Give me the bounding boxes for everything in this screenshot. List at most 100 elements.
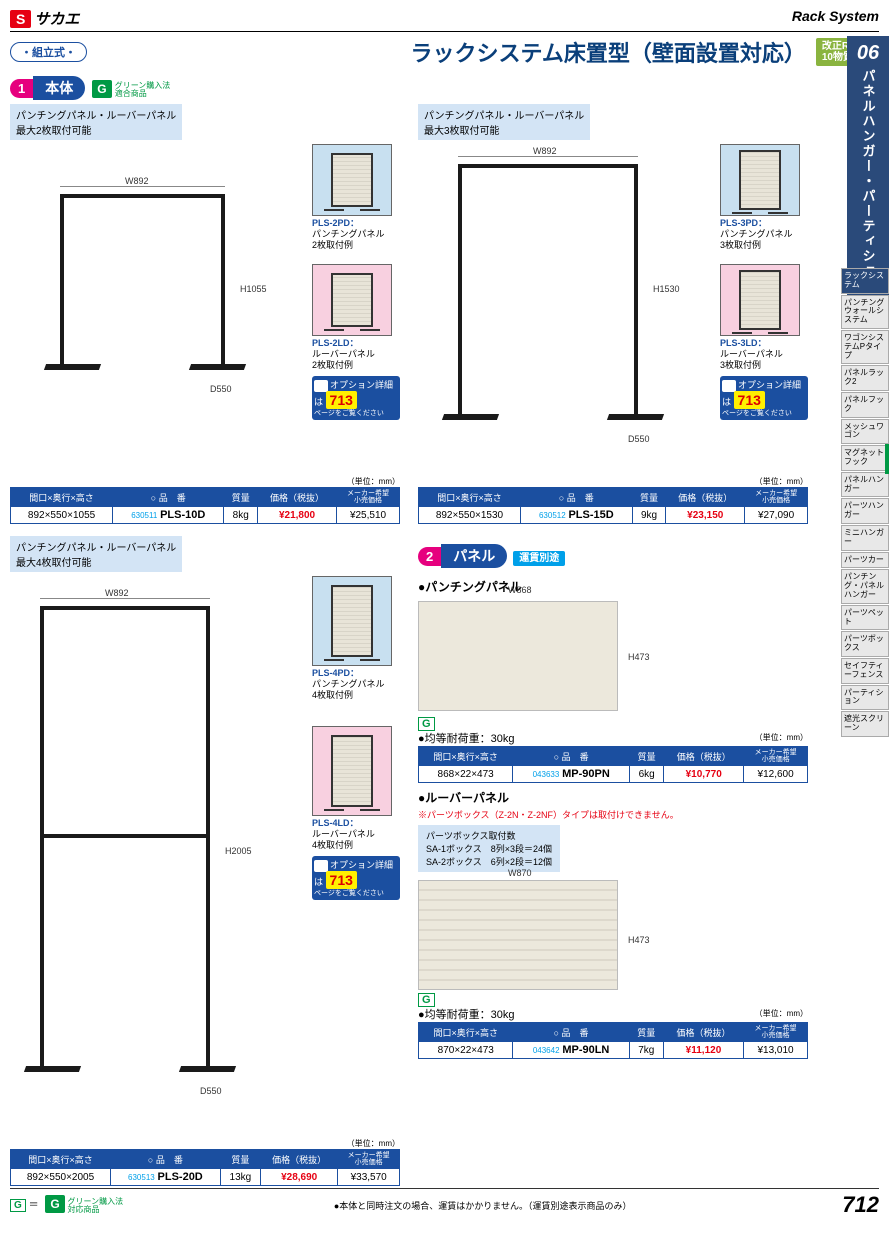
- nav-item[interactable]: パーティション: [841, 685, 889, 711]
- thumb-label: PLS-2PD：パンチングパネル 2枚取付例: [312, 218, 400, 250]
- shipping-badge: 運賃別途: [513, 551, 565, 566]
- parts-box-info: パーツボックス取付数 SA-1ボックス 8列×3段＝24個 SA-2ボックス 6…: [418, 825, 560, 872]
- example-thumb-1: PLS-3PD：パンチングパネル 3枚取付例: [720, 144, 808, 250]
- example-thumb-1: PLS-2PD：パンチングパネル 2枚取付例: [312, 144, 400, 250]
- product-pls-10d: パンチングパネル・ルーバーパネル 最大2枚取付可能 W892 H1055 D55…: [10, 104, 400, 524]
- hand-icon: [314, 380, 328, 392]
- capacity-note: パンチングパネル・ルーバーパネル 最大4枚取付可能: [10, 536, 182, 572]
- thumb-label: PLS-2LD：ルーバーパネル 2枚取付例: [312, 338, 400, 370]
- footer-note: ●本体と同時注文の場合、運賃はかかりません。（運賃別途表示商品のみ）: [334, 1199, 632, 1212]
- dim-depth: D550: [200, 1086, 222, 1096]
- thumb-label: PLS-3PD：パンチングパネル 3枚取付例: [720, 218, 808, 250]
- nav-item[interactable]: パンチング・パネルハンガー: [841, 569, 889, 603]
- spec-table: 間口×奥行×高さ○ 品 番質量価格（税抜）メーカー希望 小売価格 870×22×…: [418, 1022, 808, 1059]
- section-number: 06: [849, 42, 887, 65]
- unit-label: （単位：mm）: [755, 1008, 808, 1022]
- nav-item[interactable]: ミニハンガー: [841, 525, 889, 551]
- green-badge-text: グリーン購入法 適合商品: [115, 82, 171, 98]
- spec-table: 間口×奥行×高さ○ 品 番質量価格（税抜）メーカー希望 小売価格 892×550…: [10, 487, 400, 524]
- panel-louver-image: [418, 880, 618, 990]
- page-title: ラックシステム床置型（壁面設置対応）: [87, 36, 816, 68]
- option-link[interactable]: オプション詳細は 713 ページをご覧ください: [312, 376, 400, 420]
- dim-width: W892: [533, 146, 557, 156]
- example-thumb-2: PLS-2LD：ルーバーパネル 2枚取付例 オプション詳細は 713 ページをご…: [312, 264, 400, 420]
- nav-item[interactable]: パンチングウォールシステム: [841, 295, 889, 329]
- product-diagram: W892 H1530 D550 PLS-3PD：パンチングパネル 3枚取付例 P…: [418, 144, 808, 474]
- hand-icon: [722, 380, 736, 392]
- nav-item[interactable]: パネルラック2: [841, 365, 889, 391]
- logo-s-icon: S: [10, 10, 31, 28]
- dim-width: W892: [105, 588, 129, 598]
- product-pls-20d: パンチングパネル・ルーバーパネル 最大4枚取付可能 W892 H2005 D55…: [10, 536, 400, 1186]
- thumb-label: PLS-3LD：ルーバーパネル 3枚取付例: [720, 338, 808, 370]
- capacity-note: パンチングパネル・ルーバーパネル 最大2枚取付可能: [10, 104, 182, 140]
- header: S サカエ Rack System: [10, 8, 879, 32]
- product-diagram: W892 H1055 D550 PLS-2PD：パンチングパネル 2枚取付例 P…: [10, 144, 400, 474]
- dim-width: W892: [125, 176, 149, 186]
- nav-item[interactable]: 遮光スクリーン: [841, 711, 889, 737]
- section-panel-header: 2 パネル 運賃別途: [418, 536, 808, 572]
- dim-width: W870: [508, 868, 532, 878]
- nav-item[interactable]: パーツペット: [841, 605, 889, 631]
- info-line: SA-2ボックス 6列×2段＝12個: [426, 855, 552, 868]
- unit-label: （単位：mm）: [10, 1138, 400, 1149]
- thumb-image-icon: [720, 144, 800, 216]
- dim-depth: D550: [628, 434, 650, 444]
- thumb-image-icon: [312, 144, 392, 216]
- nav-item[interactable]: ラックシステム: [841, 268, 889, 294]
- green-badge: G: [418, 717, 435, 731]
- thumb-image-icon: [312, 264, 392, 336]
- logo-text: サカエ: [34, 8, 79, 29]
- green-badge: G: [92, 80, 111, 98]
- nav-item[interactable]: メッシュワゴン: [841, 419, 889, 445]
- warning-text: ※パーツボックス（Z-2N・Z-2NF）タイプは取付けできません。: [418, 808, 808, 821]
- thumb-image-icon: [720, 264, 800, 336]
- load-capacity: ●均等耐荷重：30kg: [418, 1006, 515, 1022]
- nav-item[interactable]: セイフティーフェンス: [841, 658, 889, 684]
- nav-item[interactable]: パネルフック: [841, 392, 889, 418]
- thumb-label: PLS-4PD：パンチングパネル 4枚取付例: [312, 668, 400, 700]
- product-pls-15d: パンチングパネル・ルーバーパネル 最大3枚取付可能 W892 H1530 D55…: [418, 104, 808, 524]
- nav-item[interactable]: マグネットフック: [841, 445, 889, 471]
- nav-item[interactable]: パーツカー: [841, 552, 889, 569]
- nav-item[interactable]: パネルハンガー: [841, 472, 889, 498]
- example-thumb-1: PLS-4PD：パンチングパネル 4枚取付例: [312, 576, 400, 700]
- dim-height: H1055: [240, 284, 267, 294]
- footer: G ＝ G グリーン購入法 対応商品 ●本体と同時注文の場合、運賃はかかりません…: [10, 1188, 879, 1218]
- option-link[interactable]: オプション詳細は 713 ページをご覧ください: [312, 856, 400, 900]
- spec-table: 間口×奥行×高さ○ 品 番質量価格（税抜）メーカー希望 小売価格 892×550…: [418, 487, 808, 524]
- thumb-label: PLS-4LD：ルーバーパネル 4枚取付例: [312, 818, 400, 850]
- example-thumb-2: PLS-4LD：ルーバーパネル 4枚取付例 オプション詳細は 713 ページをご…: [312, 726, 400, 900]
- panel-punch-image: [418, 601, 618, 711]
- spec-table: 間口×奥行×高さ○ 品 番質量価格（税抜）メーカー希望 小売価格 868×22×…: [418, 746, 808, 783]
- table-row: 868×22×473 043633 MP-90PN 6kg ¥10,770 ¥1…: [419, 766, 808, 783]
- nav-item[interactable]: ワゴンシステムPタイプ: [841, 330, 889, 364]
- section-honkai-header: 1 本体 G グリーン購入法 適合商品: [10, 68, 879, 104]
- dim-height: H473: [628, 652, 650, 662]
- section-name: パネルハンガー・パーティション: [859, 69, 878, 294]
- panel-louver-title: ●ルーバーパネル: [418, 789, 808, 806]
- section-num-badge: 2: [418, 547, 441, 566]
- option-link[interactable]: オプション詳細は 713 ページをご覧ください: [720, 376, 808, 420]
- dim-height: H2005: [225, 846, 252, 856]
- brand-logo: S サカエ: [10, 8, 79, 29]
- section-title: パネル: [441, 544, 507, 568]
- thumb-image-icon: [312, 726, 392, 816]
- unit-label: （単位：mm）: [10, 476, 400, 487]
- table-row: 892×550×2005 630513 PLS-20D 13kg ¥28,690…: [11, 1169, 400, 1186]
- table-row: 892×550×1055 630511 PLS-10D 8kg ¥21,800 …: [11, 507, 400, 524]
- nav-item[interactable]: パーツボックス: [841, 631, 889, 657]
- title-row: ・組立式・ ラックシステム床置型（壁面設置対応） 改正RoHS 10物質対応: [10, 36, 879, 68]
- section-num-badge: 1: [10, 79, 33, 98]
- load-capacity: ●均等耐荷重：30kg: [418, 730, 515, 746]
- nav-item[interactable]: パーツハンガー: [841, 498, 889, 524]
- panel-punch-title: ●パンチングパネル: [418, 578, 808, 595]
- header-category: Rack System: [792, 8, 879, 24]
- example-thumb-2: PLS-3LD：ルーバーパネル 3枚取付例 オプション詳細は 713 ページをご…: [720, 264, 808, 420]
- dim-height: H1530: [653, 284, 680, 294]
- assembly-pill: ・組立式・: [10, 42, 87, 62]
- section-title: 本体: [33, 76, 85, 100]
- info-title: パーツボックス取付数: [426, 829, 552, 842]
- info-line: SA-1ボックス 8列×3段＝24個: [426, 842, 552, 855]
- product-diagram: W892 H2005 D550 PLS-4PD：パンチングパネル 4枚取付例 P…: [10, 576, 400, 1136]
